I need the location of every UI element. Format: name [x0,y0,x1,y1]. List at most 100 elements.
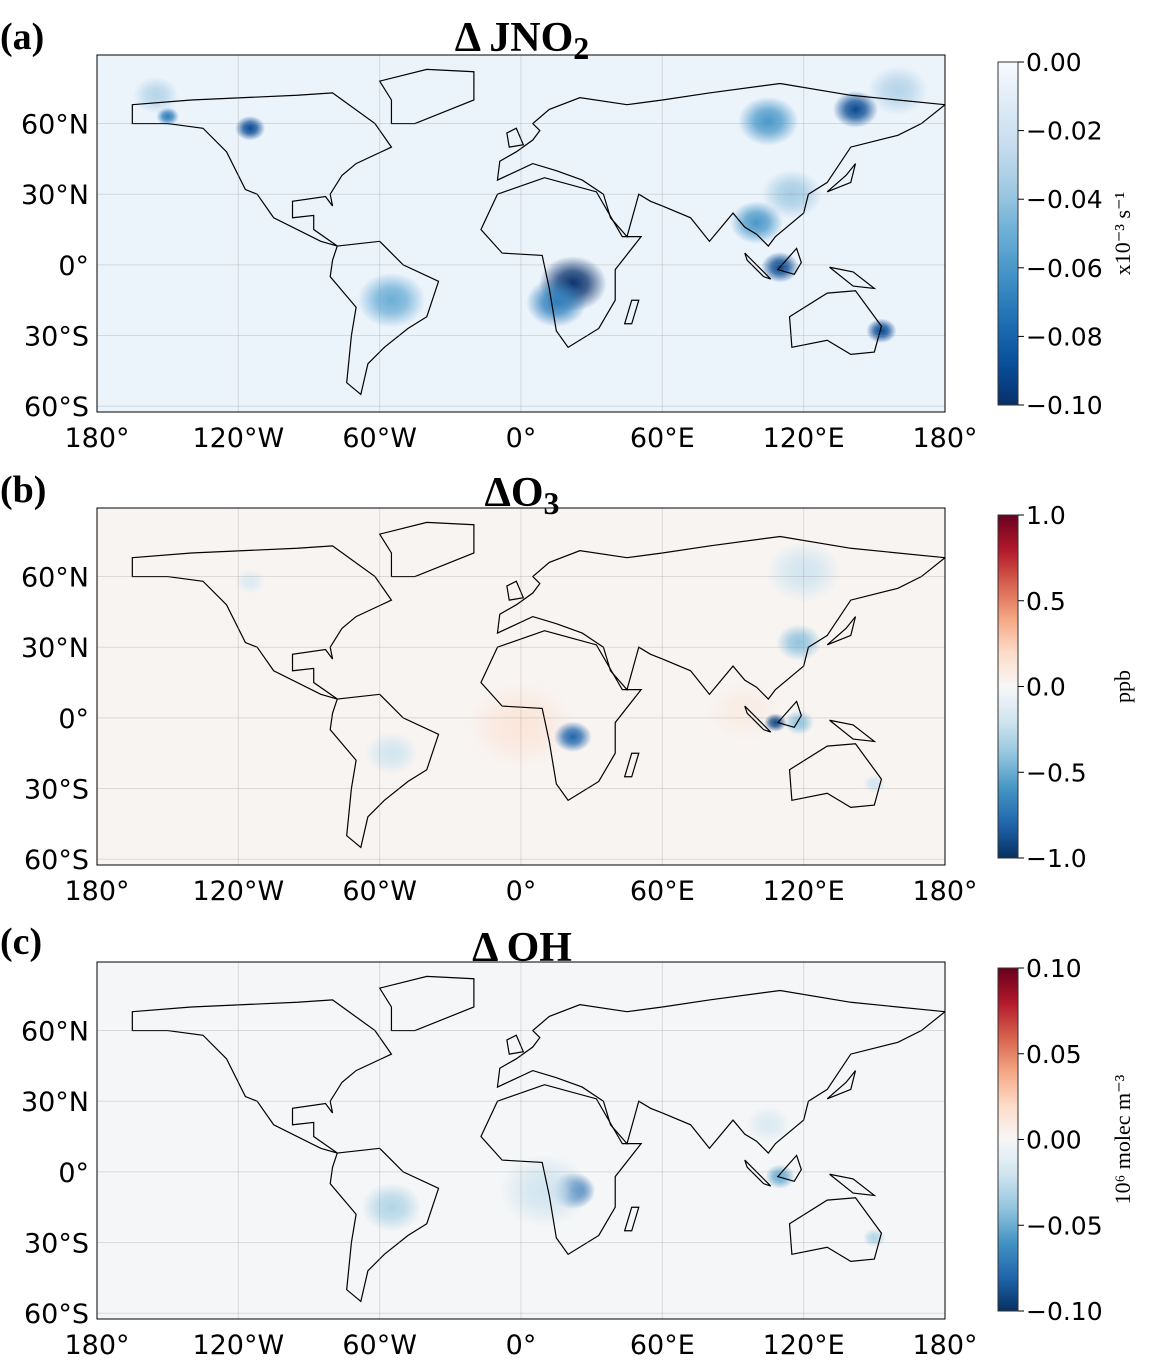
map-layer [97,962,945,1319]
map-layer [97,508,945,865]
x-tick-label: 120°E [763,1330,845,1361]
x-tick-label: 180° [912,876,977,907]
x-tick-label: 60°E [630,876,695,907]
map-background [97,55,945,412]
panel-label: (a) [0,16,44,58]
hotspot-mark [526,278,587,328]
hotspot-mark [765,1164,796,1189]
colorbar-tick-label: 0.0 [1026,673,1066,702]
title-subscript: 3 [544,485,560,521]
hotspot-mark [745,1106,791,1144]
coastline-new-guinea [829,266,877,290]
colorbar-tick-label: −1.0 [1026,844,1087,873]
y-tick-label: 30°N [21,1087,89,1118]
colorbar [997,514,1019,859]
colorbar-tick-label: −0.06 [1026,254,1103,283]
hotspot-mark [235,569,266,594]
hotspot-mark [730,201,783,244]
y-tick-label: 30°N [21,633,89,664]
coastline-uk [506,1034,525,1055]
y-tick-label: 60°N [21,563,89,594]
x-tick-label: 60°W [342,423,417,454]
x-tick-label: 0° [506,1330,537,1361]
y-tick-label: 0° [58,1158,89,1189]
coastline-borneo [776,1154,802,1183]
panel-a: 180° 120°W 60°W 0° 60°E 120°E 180° 60°N 30°N 0° 30… [0,15,1135,454]
x-tick-label: 180° [912,1330,977,1361]
hotspot-mark [832,91,879,128]
x-tick-label: 60°E [630,423,695,454]
coastline-japan [826,616,857,646]
panel-title: Δ OH [472,925,572,971]
coastline-greenland [378,68,475,125]
panel-title: ΔO3 [484,470,559,521]
coastline-madagascar [623,299,640,325]
panel-b: 180° 120°W 60°W 0° 60°E 120°E 180°60°N30°N0°30… [0,469,1135,907]
y-tick-label: 30°S [24,322,89,353]
coastline-borneo [776,700,802,729]
y-tick-label: 30°S [24,775,89,806]
title-main: ΔO [484,470,543,516]
coastline-new-guinea [829,1173,877,1197]
coastline-south-america [329,693,440,849]
coastline-uk [506,127,525,148]
coastline-australia [788,743,883,809]
hotspot-mark [235,116,266,141]
coastline-sumatra [744,1159,772,1187]
coastline-uk [506,580,525,601]
x-tick-label: 180° [912,423,977,454]
coastline-japan [826,1070,857,1100]
map-frame [96,961,946,1320]
coastline-madagascar [623,752,640,778]
coastline-madagascar [623,1206,640,1232]
hotspot-mark [863,1228,886,1248]
hotspot-mark [553,721,592,753]
colorbar-tick-label: −0.04 [1026,185,1103,214]
panel-c: 180° 120°W 60°W 0° 60°E 120°E 180° 60°N 30°N 0° 30… [0,921,1135,1361]
x-tick-label: 120°W [192,423,284,454]
coastline-africa [480,177,643,349]
map-background [97,962,945,1319]
title-subscript: 2 [573,30,589,66]
colorbar-tick-label: 0.00 [1026,1126,1082,1155]
coastline-eurasia [496,82,945,247]
x-tick-label: 60°E [630,1330,695,1361]
coastline-sumatra [744,252,772,280]
coastline-australia [788,290,883,356]
hotspot-mark [133,76,179,114]
coastline-north-america [131,92,393,247]
colorbar-tick-label: 0.05 [1026,1040,1082,1069]
coastline-japan [826,163,857,193]
coastline-africa [480,1084,643,1256]
colorbar-tick-label: −0.10 [1026,391,1103,420]
hotspot-mark [707,680,783,742]
y-tick-label: 60°S [24,392,89,423]
y-tick-label: 30°N [21,180,89,211]
x-tick-label: 120°E [763,423,845,454]
coastline-south-america [329,1147,440,1303]
hotspot-mark [738,96,799,146]
x-tick-label: 60°W [342,1330,417,1361]
colorbar-unit-label: ppb [1110,670,1135,703]
hotspot-mark [776,624,822,661]
y-tick-label: 0° [58,704,89,735]
hotspot-mark [867,66,929,116]
hotspot-mark [863,774,886,794]
panel-title: Δ JNO2 [455,15,590,66]
coastline-greenland [378,975,475,1032]
x-tick-label: 120°W [192,1330,284,1361]
y-tick-label: 60°S [24,845,89,876]
colorbar-tick-label: −0.05 [1026,1211,1103,1240]
colorbar-tick-label: −0.02 [1026,117,1103,146]
panel-label: (c) [0,921,42,963]
coastline-new-guinea [829,719,877,743]
x-tick-label: 180° [64,423,129,454]
coastline-north-america [131,545,393,700]
coastline-south-america [329,240,440,396]
colorbar-unit-label: x10⁻³ s⁻¹ [1110,192,1135,275]
colorbar-tick-label: −0.10 [1026,1297,1103,1326]
colorbar-tick-label: 0.00 [1026,48,1082,77]
y-tick-label: 60°S [24,1299,89,1330]
coastline-north-america [131,999,393,1154]
coastline-africa [480,630,643,802]
